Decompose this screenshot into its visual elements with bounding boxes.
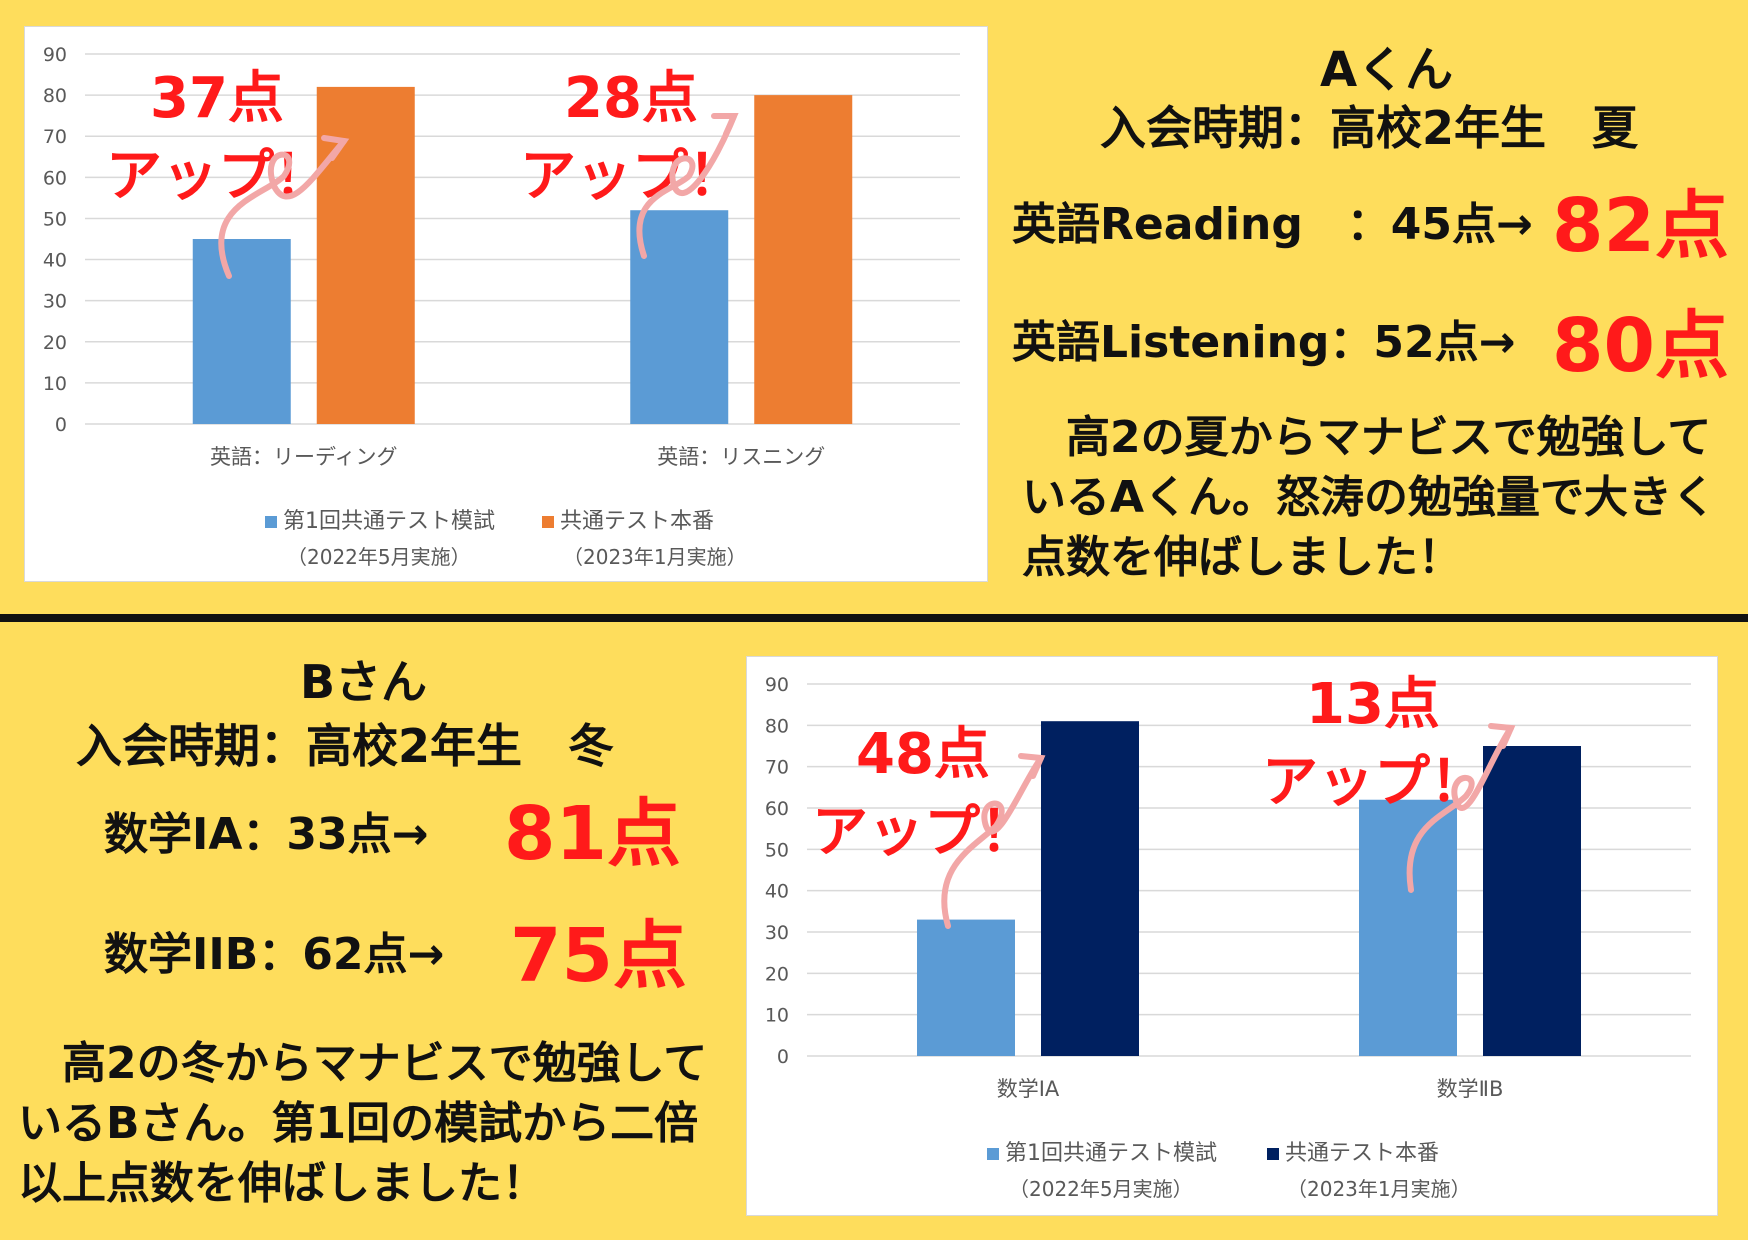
- legend-label-mock: 第1回共通テスト模試: [1005, 1141, 1217, 1166]
- legend-swatch-mock: [987, 1148, 999, 1160]
- y-tick-label: 10: [43, 373, 67, 395]
- legend-date-mock: （2022年5月実施）: [1009, 1177, 1193, 1201]
- chart-panel-bottom: 0 10 20 30 40 50 60 70 80 90 数学ⅠA 数学ⅡB 第1回共通テスト模試 共…: [746, 656, 1718, 1216]
- score-listening-label: 英語Listening：52点→: [1012, 317, 1516, 368]
- score-math1a-result: 81点: [504, 791, 681, 877]
- bar: [192, 239, 291, 424]
- description-line: いるAくん。怒涛の勉強量で大きく: [1022, 472, 1717, 523]
- category-label: 英語：リーディング: [210, 445, 398, 469]
- legend-swatch-real: [1267, 1148, 1279, 1160]
- gain-label: アップ！: [106, 144, 330, 209]
- y-tick-label: 70: [43, 126, 67, 148]
- category-label: 数学ⅠA: [997, 1077, 1060, 1101]
- bar: [754, 95, 853, 424]
- gain-annotation-math1a: 48点 アップ！: [812, 716, 1036, 872]
- bar: [917, 919, 1015, 1056]
- description-line: 以上点数を伸ばしました！: [18, 1158, 546, 1209]
- gain-points: 37点: [150, 66, 284, 131]
- description-a: 高2の夏からマナビスで勉強して いるAくん。怒涛の勉強量で大きく 点数を伸ばしま…: [1022, 408, 1742, 588]
- description-line: 高2の冬からマナビスで勉強して: [18, 1038, 708, 1089]
- score-math1a-label: 数学IA：33点→: [104, 809, 429, 860]
- legend-item-mock: 第1回共通テスト模試: [987, 1135, 1217, 1167]
- category-label: 数学ⅡB: [1437, 1077, 1504, 1101]
- legend-date-mock: （2022年5月実施）: [287, 545, 471, 569]
- legend-item-real: 共通テスト本番: [1267, 1135, 1439, 1167]
- y-tick-label: 40: [765, 881, 789, 903]
- gain-label: アップ！: [1262, 750, 1486, 815]
- legend-swatch-mock: [265, 516, 277, 528]
- y-tick-label: 60: [43, 167, 67, 189]
- bar: [630, 210, 729, 424]
- join-period-b: 入会時期：高校2年生 冬: [76, 719, 615, 773]
- gain-annotation-listening: 28点 アップ！: [520, 60, 744, 216]
- score-reading-label: 英語Reading ：45点→: [1012, 199, 1533, 250]
- section-divider: [0, 614, 1748, 622]
- y-tick-label: 30: [765, 922, 789, 944]
- y-tick-label: 40: [43, 250, 67, 272]
- legend-date-real: （2023年1月実施）: [563, 545, 747, 569]
- score-reading-result: 82点: [1552, 183, 1729, 269]
- legend-date-real: （2023年1月実施）: [1287, 1177, 1471, 1201]
- legend-label-mock: 第1回共通テスト模試: [283, 509, 495, 534]
- y-tick-label: 0: [55, 414, 67, 436]
- description-line: いるBさん。第1回の模試から二倍: [18, 1098, 699, 1149]
- y-tick-label: 90: [765, 674, 789, 696]
- y-tick-label: 10: [765, 1005, 789, 1027]
- gain-points: 48点: [856, 722, 990, 787]
- y-tick-label: 0: [777, 1046, 789, 1068]
- score-math2b-result: 75点: [510, 913, 687, 999]
- y-tick-label: 80: [43, 85, 67, 107]
- bar: [1359, 799, 1457, 1056]
- gain-label: アップ！: [520, 144, 744, 209]
- y-tick-label: 70: [765, 757, 789, 779]
- student-name-b: Bさん: [300, 655, 428, 709]
- bar-chart-english: 0 10 20 30 40 50 60 70 80 90 英語：リーディング 英語：リスニング: [43, 44, 960, 469]
- gain-points: 28点: [564, 66, 698, 131]
- y-tick-label: 60: [765, 798, 789, 820]
- y-tick-label: 50: [43, 208, 67, 230]
- legend-label-real: 共通テスト本番: [1285, 1141, 1440, 1166]
- y-tick-label: 20: [43, 332, 67, 354]
- gain-label: アップ！: [812, 800, 1036, 865]
- y-tick-label: 50: [765, 839, 789, 861]
- score-math2b-label: 数学IIB：62点→: [104, 929, 445, 980]
- description-line: 点数を伸ばしました！: [1022, 532, 1462, 583]
- bar: [1041, 721, 1139, 1056]
- legend-swatch-real: [542, 516, 554, 528]
- join-period-a: 入会時期：高校2年生 夏: [1100, 101, 1639, 155]
- legend-label-real: 共通テスト本番: [560, 509, 715, 534]
- description-line: 高2の夏からマナビスで勉強して: [1022, 412, 1712, 463]
- legend-item-mock: 第1回共通テスト模試: [265, 503, 495, 535]
- bar: [316, 86, 415, 424]
- student-name-a: Aくん: [1320, 42, 1454, 98]
- y-tick-label: 20: [765, 963, 789, 985]
- description-b: 高2の冬からマナビスで勉強して いるBさん。第1回の模試から二倍 以上点数を伸ば…: [18, 1034, 738, 1214]
- y-tick-label: 30: [43, 291, 67, 313]
- y-tick-label: 80: [765, 715, 789, 737]
- y-tick-label: 90: [43, 44, 67, 66]
- gain-annotation-reading: 37点 アップ！: [106, 60, 330, 216]
- chart-panel-top: 0 10 20 30 40 50 60 70 80 90 英語：リーディング 英語：リスニング 第1回…: [24, 26, 988, 582]
- gain-points: 13点: [1306, 672, 1440, 737]
- category-label: 英語：リスニング: [657, 445, 825, 469]
- bar: [1483, 746, 1581, 1056]
- gain-annotation-math2b: 13点 アップ！: [1262, 666, 1486, 822]
- score-listening-result: 80点: [1552, 303, 1729, 389]
- legend-item-real: 共通テスト本番: [542, 503, 714, 535]
